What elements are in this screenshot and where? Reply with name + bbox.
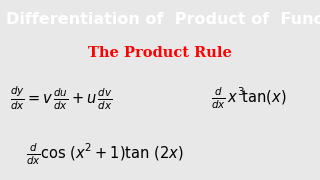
Text: $\frac{d}{dx}\cos\,(x^2+1)\tan\,(2x)$: $\frac{d}{dx}\cos\,(x^2+1)\tan\,(2x)$: [26, 142, 183, 167]
Text: $\frac{d}{dx}\,x^3\!\tan(x)$: $\frac{d}{dx}\,x^3\!\tan(x)$: [211, 85, 287, 111]
Text: $\frac{dy}{dx} = v\,\frac{du}{dx} + u\,\frac{dv}{dx}$: $\frac{dy}{dx} = v\,\frac{du}{dx} + u\,\…: [10, 84, 112, 112]
Text: The Product Rule: The Product Rule: [88, 46, 232, 60]
Text: Differentiation of  Product of  Functions: Differentiation of Product of Functions: [6, 12, 320, 27]
